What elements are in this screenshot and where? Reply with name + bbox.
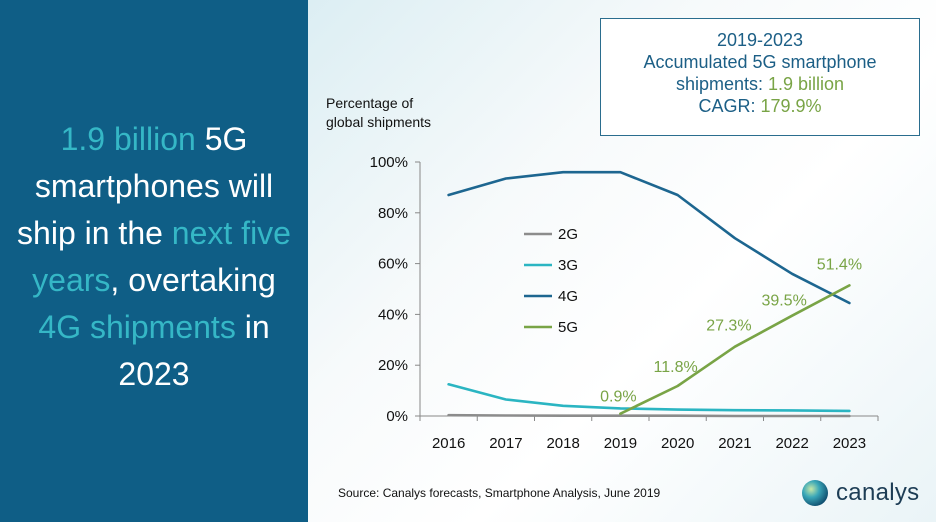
legend-label-3g: 3G	[558, 257, 578, 274]
headline-text: in 2023	[118, 309, 270, 392]
x-tick-label: 2022	[775, 435, 808, 452]
legend-label-2g: 2G	[558, 226, 578, 243]
y-tick-label: 100%	[370, 154, 408, 171]
info-cagr: CAGR: 179.9%	[601, 95, 919, 117]
info-title: Accumulated 5G smartphone	[643, 52, 877, 72]
y-tick-label: 20%	[378, 357, 408, 374]
x-tick-label: 2023	[833, 435, 866, 452]
headline: 1.9 billion 5G smartphones will ship in …	[9, 116, 299, 398]
y-tick-label: 0%	[386, 408, 408, 425]
source-note: Source: Canalys forecasts, Smartphone An…	[338, 486, 661, 500]
x-tick-label: 2019	[604, 435, 637, 452]
headline-text: , overtaking	[110, 262, 276, 298]
info-box: 2019-2023 Accumulated 5G smartphone ship…	[600, 18, 920, 136]
logo-wordmark: canalys	[836, 479, 920, 506]
x-tick-label: 2018	[546, 435, 579, 452]
x-tick-label: 2020	[661, 435, 694, 452]
x-tick-label: 2017	[489, 435, 522, 452]
line-chart: Percentage of global shipments 0% 20% 40% 60%…	[326, 95, 879, 452]
headline-text: 5G smartphones will ship in the	[17, 121, 274, 251]
series-line-2g	[447, 413, 851, 418]
legend-label-5g: 5G	[558, 319, 578, 336]
data-label-5g: 51.4%	[817, 256, 862, 273]
y-axis-title: Percentage of	[326, 95, 413, 111]
headline-panel: 1.9 billion 5G smartphones will ship in …	[0, 0, 308, 522]
info-shipments: shipments: 1.9 billion	[601, 73, 919, 95]
y-tick-label: 80%	[378, 205, 408, 222]
y-tick-label: 40%	[378, 306, 408, 323]
info-cagr-value: 179.9%	[760, 96, 822, 116]
y-axis-title: global shipments	[326, 114, 431, 130]
series-line-4g	[447, 170, 851, 305]
data-label-5g: 27.3%	[706, 318, 751, 335]
headline-highlight-volume: 1.9 billion	[60, 121, 196, 157]
series-line-5g	[619, 284, 851, 416]
series-line-3g	[447, 382, 851, 413]
headline-highlight-period: next five years	[32, 215, 291, 298]
canalys-logo: canalys	[800, 478, 919, 508]
info-shipments-label: shipments:	[675, 74, 768, 94]
y-tick-label: 60%	[378, 256, 408, 273]
globe-icon	[802, 480, 828, 506]
info-cagr-label: CAGR:	[698, 96, 761, 116]
info-period: 2019-2023	[716, 30, 804, 50]
data-label-5g: 11.8%	[654, 359, 698, 376]
info-shipments-value: 1.9 billion	[767, 74, 845, 94]
legend-label-4g: 4G	[558, 288, 578, 305]
headline-highlight-4g: 4G shipments	[38, 309, 236, 345]
data-label-5g: 0.9%	[600, 389, 636, 406]
x-tick-label: 2021	[718, 435, 751, 452]
data-label-5g: 39.5%	[761, 293, 806, 310]
x-tick-label: 2016	[432, 435, 465, 452]
